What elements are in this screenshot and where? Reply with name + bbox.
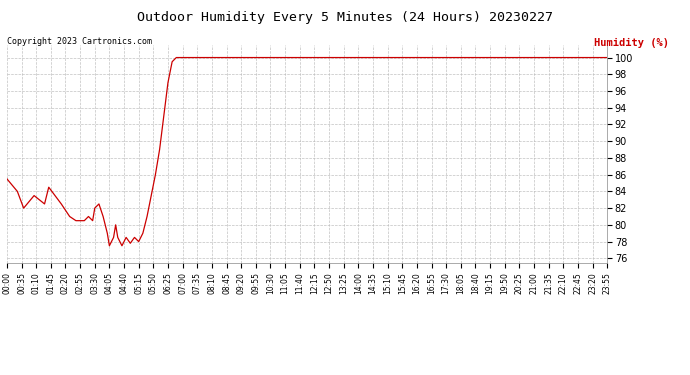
Text: Humidity (%): Humidity (%) [594,38,669,48]
Text: Outdoor Humidity Every 5 Minutes (24 Hours) 20230227: Outdoor Humidity Every 5 Minutes (24 Hou… [137,11,553,24]
Text: Copyright 2023 Cartronics.com: Copyright 2023 Cartronics.com [7,38,152,46]
